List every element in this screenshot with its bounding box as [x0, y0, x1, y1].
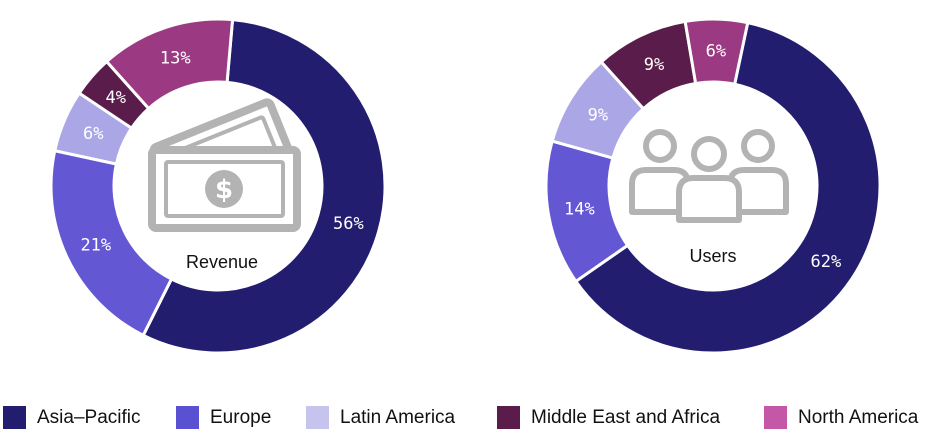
users-center-label: Users	[689, 246, 736, 266]
data-label-asia-pacific: 56%	[333, 214, 364, 234]
legend-swatch	[306, 406, 329, 429]
legend-label: North America	[798, 406, 919, 428]
legend-label: Europe	[210, 406, 272, 428]
data-label-latin-america: 6%	[83, 124, 103, 144]
legend-label: Latin America	[340, 406, 456, 428]
legend-swatch	[3, 406, 26, 429]
data-label-middle-east-and-africa: 4%	[105, 88, 125, 108]
legend-item-asia-pacific: Asia–Pacific	[3, 406, 141, 429]
slice-north-america	[104, 17, 235, 111]
data-label-europe: 14%	[564, 200, 595, 220]
people-group-icon	[629, 129, 789, 223]
users-donut: 62% 14% 9% 9% 6%	[544, 17, 882, 355]
legend-label: Middle East and Africa	[531, 406, 721, 428]
slice-asia-pacific	[573, 20, 882, 355]
svg-text:$: $	[215, 175, 233, 205]
legend-item-middle-east-africa: Middle East and Africa	[497, 406, 720, 429]
legend-swatch	[176, 406, 199, 429]
data-label-asia-pacific: 62%	[811, 252, 842, 272]
legend-label: Asia–Pacific	[37, 406, 141, 428]
legend-item-latin-america: Latin America	[306, 406, 455, 429]
data-label-north-america: 13%	[160, 48, 191, 68]
legend-swatch	[497, 406, 520, 429]
slice-north-america	[683, 17, 750, 87]
legend-swatch	[764, 406, 787, 429]
chart-legend: Asia–Pacific Europe Latin America Middle…	[0, 406, 941, 438]
data-label-europe: 21%	[80, 236, 111, 256]
data-label-middle-east-and-africa: 9%	[644, 55, 664, 75]
legend-item-europe: Europe	[176, 406, 271, 429]
slice-asia-pacific	[141, 18, 387, 355]
revenue-center-label: Revenue	[186, 252, 258, 272]
revenue-donut: 56% 21% 6%4% 13%	[49, 17, 387, 355]
money-bills-icon: $	[148, 98, 301, 232]
donut-charts: 56%21%6%4%13% 62%14%9%9%6% $ Revenue Use…	[49, 17, 882, 355]
data-label-north-america: 6%	[706, 42, 726, 62]
data-label-latin-america: 9%	[588, 106, 608, 126]
legend-item-north-america: North America	[764, 406, 918, 429]
